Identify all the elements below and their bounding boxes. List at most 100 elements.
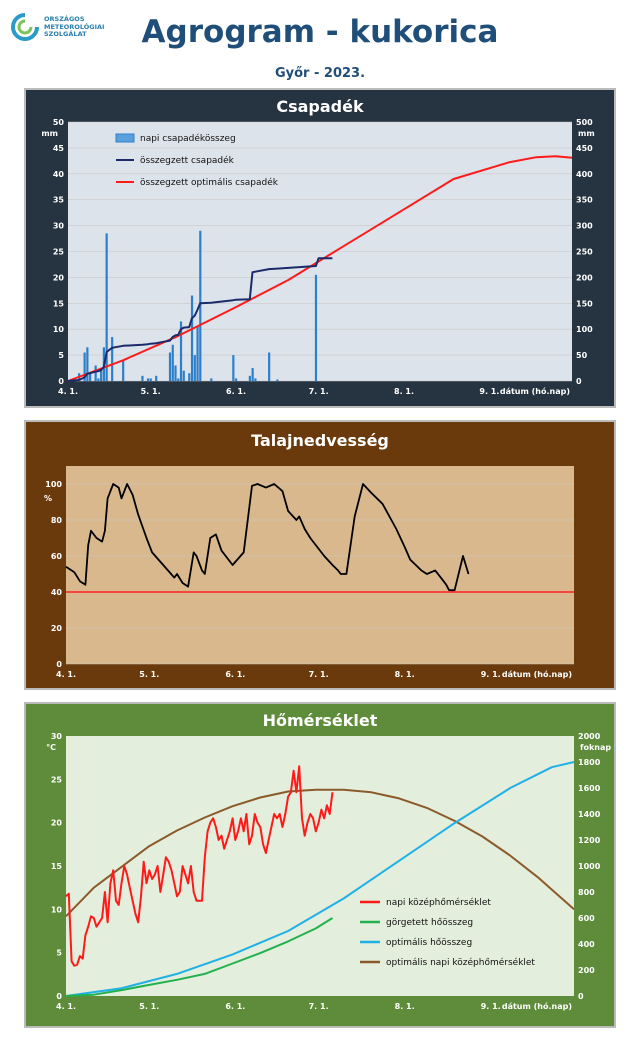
right-y-tick-label: 500 xyxy=(576,118,593,127)
left-y-tick-label: 15 xyxy=(53,299,65,308)
legend-label: optimális napi középhőmérséklet xyxy=(386,957,535,968)
precipitation-chart: Csapadék 4. 1. 5. 1. 6. 1. 7. 1. 8. 1. 9. 1. dá… xyxy=(24,88,616,408)
precip-bar xyxy=(235,378,238,381)
chart-title: Hőmérséklet xyxy=(263,711,378,730)
precip-bar xyxy=(190,295,194,381)
left-y-tick-label: 5 xyxy=(58,351,64,360)
precip-bar xyxy=(111,336,114,381)
temperature-chart: Hőmérséklet 4. 1. 5. 1. 6. 1. 7. 1. 8. 1. 9. 1… xyxy=(24,702,616,1028)
left-y-tick-label: 5 xyxy=(56,949,62,958)
right-y-tick-label: 600 xyxy=(578,914,595,923)
precip-bar xyxy=(105,233,108,381)
right-y-tick-label: 1400 xyxy=(578,810,601,819)
precip-bar xyxy=(168,352,172,381)
y-axis-unit: % xyxy=(44,494,52,503)
x-tick-label: 5. 1. xyxy=(141,387,161,396)
right-y-tick-label: 0 xyxy=(576,377,582,386)
left-y-tick-label: 45 xyxy=(53,144,65,153)
soil-moisture-chart: Talajnedvesség 4. 1. 5. 1. 6. 1. 7. 1. 8. 1. 9… xyxy=(24,420,616,690)
legend-label: napi középhőmérséklet xyxy=(386,897,491,908)
logo-icon xyxy=(11,13,39,41)
precip-bar xyxy=(193,355,196,381)
legend-swatch-bars xyxy=(115,133,135,143)
left-y-axis-unit: °C xyxy=(46,743,56,752)
temperature-panel: Hőmérséklet 4. 1. 5. 1. 6. 1. 7. 1. 8. 1. 9. 1… xyxy=(24,702,616,1028)
logo-line-1: ORSZÁGOS xyxy=(44,15,85,23)
precip-bar xyxy=(146,378,150,381)
x-tick-label: 9. 1. xyxy=(481,670,501,679)
x-tick-label: 6. 1. xyxy=(226,387,246,396)
left-y-tick-label: 30 xyxy=(53,222,65,231)
left-y-tick-label: 35 xyxy=(53,196,65,205)
x-tick-label: 7. 1. xyxy=(309,1002,329,1011)
left-y-tick-label: 20 xyxy=(53,273,65,282)
precip-bar xyxy=(251,368,254,381)
left-y-tick-label: 15 xyxy=(51,862,63,871)
right-y-tick-label: 200 xyxy=(578,966,595,975)
precip-bar xyxy=(248,375,251,381)
precip-bar xyxy=(171,344,174,381)
x-tick-label: 8. 1. xyxy=(395,670,415,679)
precip-bar xyxy=(89,373,92,381)
right-y-tick-label: 250 xyxy=(576,248,593,257)
x-tick-label: 8. 1. xyxy=(394,387,414,396)
precip-bar xyxy=(155,375,158,381)
left-y-tick-label: 40 xyxy=(53,170,65,179)
precip-bar xyxy=(122,360,125,381)
precip-bar xyxy=(254,378,257,381)
x-axis-label: dátum (hó.nap) xyxy=(502,669,572,679)
precip-bar xyxy=(232,355,235,381)
right-y-tick-label: 1600 xyxy=(578,784,601,793)
precip-bar xyxy=(86,347,89,381)
right-y-tick-label: 1000 xyxy=(578,862,601,871)
precip-bar xyxy=(97,378,100,381)
left-y-tick-label: 25 xyxy=(51,775,63,784)
left-y-tick-label: 20 xyxy=(51,624,63,633)
precipitation-panel: Csapadék 4. 1. 5. 1. 6. 1. 7. 1. 8. 1. 9. 1. dá… xyxy=(24,88,616,408)
page-title: Agrogram - kukorica xyxy=(141,14,499,50)
right-y-tick-label: 300 xyxy=(576,222,593,231)
x-tick-label: 9. 1. xyxy=(481,1002,501,1011)
right-y-tick-label: 50 xyxy=(576,351,588,360)
precip-bar xyxy=(199,230,202,381)
x-axis-label: dátum (hó.nap) xyxy=(502,1001,572,1011)
x-tick-label: 4. 1. xyxy=(58,387,78,396)
soil-moisture-panel: Talajnedvesség 4. 1. 5. 1. 6. 1. 7. 1. 8. 1. 9… xyxy=(24,420,616,690)
left-y-axis-unit: mm xyxy=(41,129,58,138)
left-y-tick-label: 100 xyxy=(45,480,62,489)
precip-bar xyxy=(174,365,177,381)
optimal-daily-temp-line xyxy=(65,788,575,917)
logo-text: ORSZÁGOS METEOROLÓGIAI SZOLGÁLAT xyxy=(44,15,104,39)
plot-area xyxy=(66,736,574,996)
precip-bar xyxy=(149,378,152,381)
precip-bar xyxy=(100,368,103,381)
x-tick-label: 6. 1. xyxy=(225,670,245,679)
precip-bar xyxy=(83,352,86,381)
right-y-axis-unit: mm xyxy=(578,129,595,138)
logo: ORSZÁGOS METEOROLÓGIAI SZOLGÁLAT xyxy=(10,12,130,52)
right-y-tick-label: 350 xyxy=(576,196,593,205)
precip-bar xyxy=(177,378,180,381)
left-y-tick-label: 0 xyxy=(56,992,62,1001)
precip-bar xyxy=(314,274,318,381)
left-y-tick-label: 10 xyxy=(51,905,63,914)
x-tick-label: 4. 1. xyxy=(56,670,76,679)
right-y-tick-label: 1200 xyxy=(578,836,601,845)
left-y-tick-label: 0 xyxy=(56,660,62,669)
x-tick-label: 8. 1. xyxy=(395,1002,415,1011)
precip-bar xyxy=(141,375,144,381)
left-y-tick-label: 30 xyxy=(51,732,63,741)
soil-moisture-line xyxy=(65,483,470,592)
x-tick-label: 4. 1. xyxy=(56,1002,76,1011)
precip-bar xyxy=(268,352,271,381)
right-y-axis-unit: foknap xyxy=(580,743,611,752)
precip-bar xyxy=(179,321,183,381)
optimal-heat-sum-line xyxy=(65,761,575,997)
precip-bar xyxy=(276,379,279,381)
right-y-tick-label: 100 xyxy=(576,325,593,334)
x-tick-label: 9. 1. xyxy=(479,387,499,396)
right-y-tick-label: 450 xyxy=(576,144,593,153)
left-y-tick-label: 0 xyxy=(58,377,64,386)
legend-label: összegzett optimális csapadék xyxy=(140,177,279,188)
chart-title: Csapadék xyxy=(276,97,364,116)
